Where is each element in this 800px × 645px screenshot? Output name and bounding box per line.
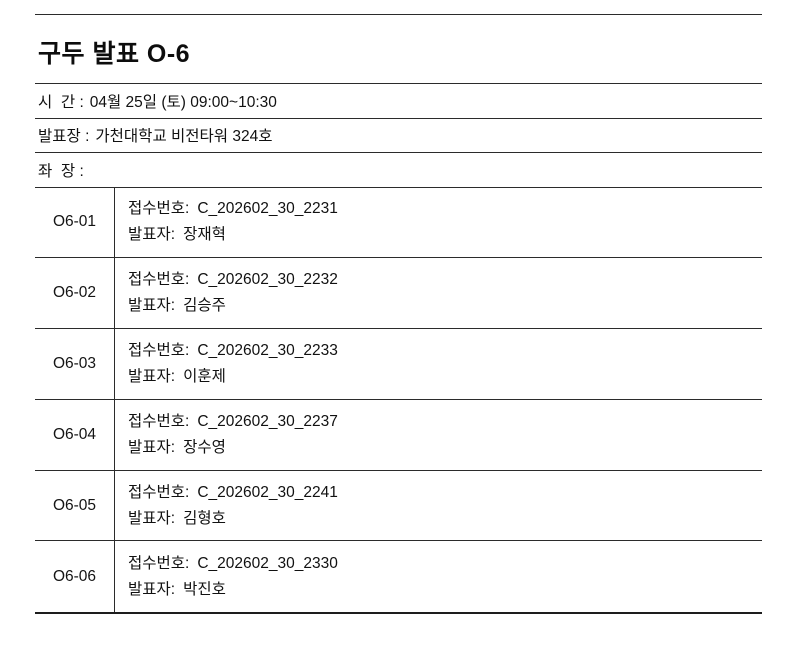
presenter-label: 발표자: bbox=[128, 509, 176, 527]
table-row: O6-01 접수번호: C_202602_30_2231 발표자: 장재혁 bbox=[35, 187, 762, 259]
presenter-name: 박진호 bbox=[183, 580, 226, 598]
presentation-id: O6-03 bbox=[35, 329, 115, 399]
table-row: O6-05 접수번호: C_202602_30_2241 발표자: 김형호 bbox=[35, 470, 762, 542]
presenter-name: 장재혁 bbox=[183, 226, 226, 244]
presenter-line: 발표자: 김승주 bbox=[128, 293, 762, 319]
presentation-id: O6-02 bbox=[35, 258, 115, 329]
registration-number: C_202602_30_2231 bbox=[197, 200, 338, 218]
info-row-chair: 좌 장 : bbox=[35, 152, 762, 187]
registration-number: C_202602_30_2330 bbox=[197, 554, 338, 572]
presentation-details: 접수번호: C_202602_30_2330 발표자: 박진호 bbox=[115, 541, 762, 612]
registration-label: 접수번호: bbox=[128, 554, 190, 572]
info-row-venue: 발표장 : 가천대학교 비전타워 324호 bbox=[35, 117, 762, 153]
presenter-line: 발표자: 박진호 bbox=[128, 577, 762, 603]
presenter-name: 김형호 bbox=[183, 509, 226, 527]
chair-label: 좌 장 : bbox=[38, 162, 84, 180]
registration-line: 접수번호: C_202602_30_2232 bbox=[128, 267, 762, 293]
presentation-details: 접수번호: C_202602_30_2237 발표자: 장수영 bbox=[115, 400, 762, 470]
registration-line: 접수번호: C_202602_30_2233 bbox=[128, 338, 762, 364]
registration-label: 접수번호: bbox=[128, 200, 190, 218]
schedule-table: O6-01 접수번호: C_202602_30_2231 발표자: 장재혁 O6-0… bbox=[35, 186, 762, 615]
presentation-details: 접수번호: C_202602_30_2232 발표자: 김승주 bbox=[115, 258, 762, 328]
presenter-line: 발표자: 장재혁 bbox=[128, 222, 762, 248]
registration-number: C_202602_30_2241 bbox=[197, 483, 338, 501]
registration-label: 접수번호: bbox=[128, 341, 190, 359]
presentation-details: 접수번호: C_202602_30_2233 발표자: 이훈제 bbox=[115, 329, 762, 399]
registration-label: 접수번호: bbox=[128, 412, 190, 430]
presenter-label: 발표자: bbox=[128, 226, 176, 244]
registration-number: C_202602_30_2233 bbox=[197, 341, 338, 359]
registration-line: 접수번호: C_202602_30_2241 bbox=[128, 480, 762, 506]
session-program-document: 구두 발표 O-6 시 간 : 04월 25일 (토) 09:00~10:30 … bbox=[35, 14, 762, 615]
table-row: O6-03 접수번호: C_202602_30_2233 발표자: 이훈제 bbox=[35, 329, 762, 400]
registration-number: C_202602_30_2232 bbox=[197, 271, 338, 289]
registration-line: 접수번호: C_202602_30_2330 bbox=[128, 551, 762, 577]
presenter-label: 발표자: bbox=[128, 438, 176, 456]
time-label: 시 간 : bbox=[38, 93, 84, 111]
venue-value: 가천대학교 비전타워 324호 bbox=[95, 128, 273, 146]
presenter-name: 김승주 bbox=[183, 297, 226, 315]
presenter-name: 이훈제 bbox=[183, 367, 226, 385]
presentation-details: 접수번호: C_202602_30_2241 발표자: 김형호 bbox=[115, 471, 762, 541]
presentation-id: O6-01 bbox=[35, 187, 115, 258]
registration-label: 접수번호: bbox=[128, 483, 190, 501]
presenter-line: 발표자: 이훈제 bbox=[128, 364, 762, 390]
registration-number: C_202602_30_2237 bbox=[197, 412, 338, 430]
time-value: 04월 25일 (토) 09:00~10:30 bbox=[89, 93, 277, 111]
registration-label: 접수번호: bbox=[128, 271, 190, 289]
registration-line: 접수번호: C_202602_30_2231 bbox=[128, 196, 762, 222]
page-title: 구두 발표 O-6 bbox=[38, 40, 191, 68]
presenter-label: 발표자: bbox=[128, 367, 176, 385]
table-row: O6-04 접수번호: C_202602_30_2237 발표자: 장수영 bbox=[35, 399, 762, 471]
presentation-id: O6-04 bbox=[35, 399, 115, 470]
title-block: 구두 발표 O-6 bbox=[35, 15, 762, 83]
presenter-line: 발표자: 장수영 bbox=[128, 435, 762, 461]
presentation-id: O6-05 bbox=[35, 470, 115, 541]
presenter-label: 발표자: bbox=[128, 297, 176, 315]
registration-line: 접수번호: C_202602_30_2237 bbox=[128, 409, 762, 435]
table-row: O6-06 접수번호: C_202602_30_2330 발표자: 박진호 bbox=[35, 541, 762, 613]
table-row: O6-02 접수번호: C_202602_30_2232 발표자: 김승주 bbox=[35, 258, 762, 330]
presenter-name: 장수영 bbox=[183, 438, 226, 456]
presenter-line: 발표자: 김형호 bbox=[128, 506, 762, 532]
venue-label: 발표장 : bbox=[38, 128, 90, 146]
info-row-time: 시 간 : 04월 25일 (토) 09:00~10:30 bbox=[35, 83, 762, 118]
presenter-label: 발표자: bbox=[128, 580, 176, 598]
presentation-id: O6-06 bbox=[35, 541, 115, 613]
presentation-details: 접수번호: C_202602_30_2231 발표자: 장재혁 bbox=[115, 188, 762, 258]
